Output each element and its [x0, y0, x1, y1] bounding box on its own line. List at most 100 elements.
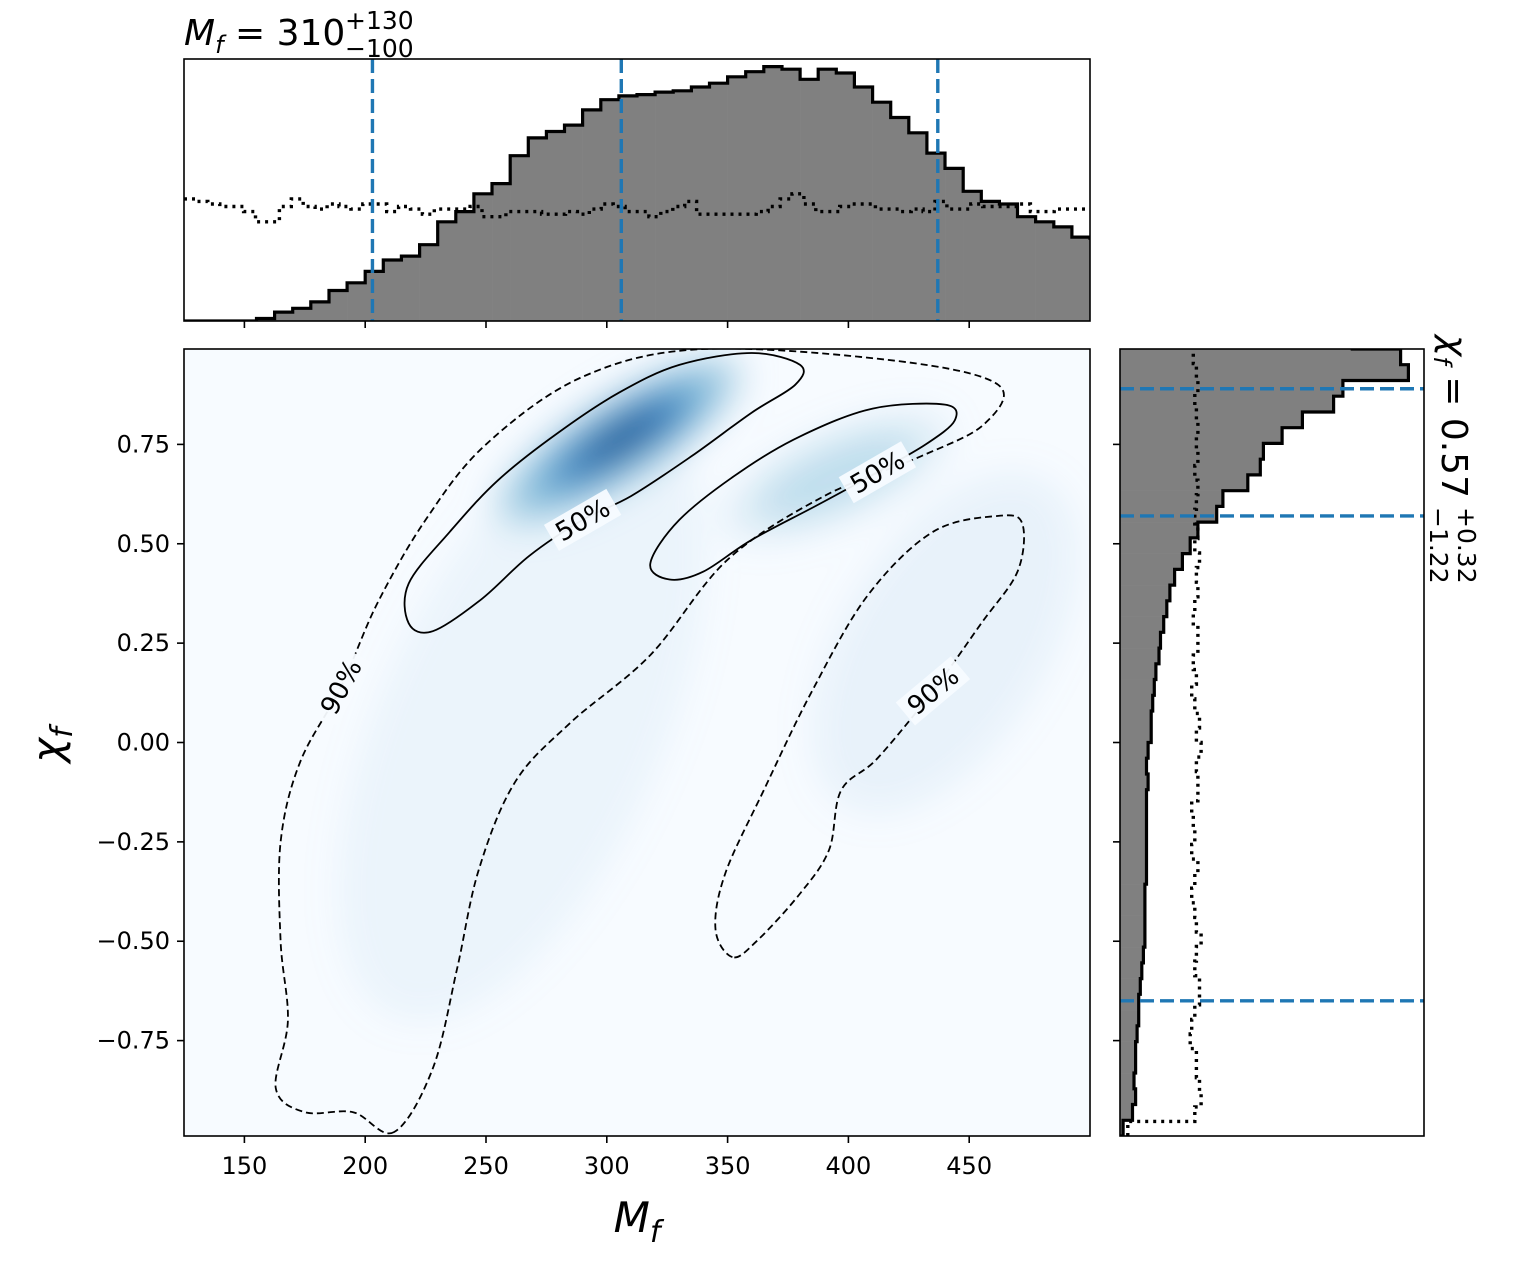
joint-y-ticks: −0.75 −0.50 −0.25 0.00 0.25 0.50 0.75: [96, 430, 184, 1055]
marginal-y-bar: [1120, 1104, 1133, 1121]
marginal-y-bar: [1120, 1025, 1138, 1042]
marginal-x-bar: [473, 193, 493, 321]
marginal-y-bar: [1120, 553, 1183, 570]
contour-label-background: [543, 488, 622, 551]
y-axis-label-base: χ: [23, 736, 72, 765]
marginal-y-bar: [1120, 585, 1170, 602]
y-axis-label-sub: f: [45, 723, 80, 738]
marginal-y-bar: [1120, 569, 1175, 586]
marginal-x-title-base: M: [184, 13, 215, 54]
marginal-x-bar: [981, 201, 1000, 321]
marginal-y-bar: [1120, 915, 1145, 932]
marginal-x-bar: [691, 86, 710, 321]
marginal-x-bar: [890, 117, 910, 321]
marginal-x-bar: [328, 290, 348, 321]
marginal-x-bar: [365, 271, 384, 321]
marginal-y-bar: [1120, 899, 1145, 916]
marginal-x-ticks: [243, 321, 971, 328]
marginal-y-bar: [1120, 726, 1152, 743]
joint-density: [339, 358, 1077, 1021]
x-tick-label: 400: [825, 1152, 871, 1180]
marginal-x-bar: [1162, 260, 1180, 321]
joint-panel: 150 200 250 300 350 400 450 −0.75 −0.50 −0.25 0.0…: [23, 348, 1091, 1250]
marginal-x-bar: [1144, 257, 1162, 321]
marginal-y-bar: [1120, 632, 1161, 649]
marginal-y-bar: [1120, 302, 1167, 318]
marginal-x-title-plus: +130: [345, 6, 414, 35]
marginal-x-bar: [1253, 285, 1271, 321]
marginal-y-bar: [1120, 805, 1147, 822]
marginal-x-bar: [1326, 307, 1344, 321]
marginal-y-bar: [1120, 773, 1149, 791]
marginal-x-bar: [963, 191, 982, 321]
marginal-x-bar: [818, 69, 837, 321]
marginal-y-bar: [1120, 648, 1159, 665]
marginal-x-bar: [1017, 216, 1036, 321]
marginal-y-bar: [1120, 490, 1223, 507]
contour-label-background: [838, 441, 917, 504]
marginal-y-bar: [1120, 443, 1264, 460]
marginal-y-bar: [1120, 286, 1171, 302]
y-tick-label: 0.50: [117, 530, 170, 558]
marginal-x-edge: [184, 65, 1090, 321]
marginal-y-bar: [1120, 836, 1147, 853]
marginal-y-histogram: [1120, 286, 1410, 1136]
marginal-y-title-base: χ: [1433, 333, 1474, 358]
marginal-x-bar: [1035, 221, 1055, 321]
marginal-y-bar: [1120, 695, 1153, 712]
marginal-y-bar: [1120, 349, 1401, 366]
marginal-x-bar: [1344, 310, 1362, 321]
marginal-y-bar: [1120, 679, 1155, 696]
marginal-y-bar: [1120, 600, 1167, 617]
svg-text:χf = 0.57: χf = 0.57: [1428, 333, 1474, 498]
y-tick-label: −0.25: [96, 828, 170, 856]
marginal-x-bar: [455, 211, 475, 321]
marginal-x-bar: [292, 308, 312, 321]
marginal-y-bar: [1120, 537, 1191, 554]
marginal-x-bar: [763, 66, 783, 321]
marginal-x-bar: [1289, 296, 1307, 321]
marginal-x-bar: [310, 301, 330, 321]
marginal-x-bar: [745, 71, 765, 321]
marginal-x-bar: [673, 90, 692, 321]
marginal-x-bar: [1271, 292, 1289, 321]
marginal-x-bar: [908, 132, 928, 321]
marginal-x-bar: [1181, 270, 1199, 321]
y-tick-label: −0.75: [96, 1027, 170, 1055]
marginal-x-bar: [564, 125, 583, 321]
x-axis-label-sub: f: [650, 1215, 665, 1250]
marginal-x-bar: [1126, 255, 1144, 321]
y-axis-label: χf: [23, 723, 80, 765]
marginal-x-quantiles: [370, 59, 940, 321]
marginal-x-bar: [347, 282, 366, 321]
marginal-y-bar: [1120, 522, 1198, 539]
marginal-y-bar: [1120, 364, 1409, 381]
marginal-y-bar: [1120, 474, 1248, 491]
x-tick-label: 150: [221, 1152, 267, 1180]
marginal-x-prior: [184, 192, 1090, 224]
marginal-y-title-plus: +0.32: [1452, 507, 1481, 584]
marginal-y-bar: [1120, 852, 1147, 869]
marginal-y-bar: [1120, 884, 1145, 901]
marginal-y-bar: [1120, 742, 1149, 759]
marginal-y-ticks: [1113, 443, 1120, 1042]
marginal-y-bar: [1120, 663, 1156, 680]
marginal-x-bar: [274, 312, 294, 321]
marginal-x-bar: [546, 131, 565, 321]
x-tick-label: 200: [342, 1152, 388, 1180]
x-tick-label: 250: [463, 1152, 509, 1180]
marginal-y-bar: [1120, 962, 1142, 979]
marginal-y-bar: [1120, 349, 1353, 350]
marginal-y-bar: [1120, 821, 1147, 838]
marginal-x-bar: [637, 94, 656, 321]
marginal-x-bar: [1217, 283, 1235, 321]
marginal-y-bar: [1120, 1010, 1139, 1027]
contour-label-background: [310, 648, 372, 726]
marginal-y-bar: [1120, 459, 1261, 476]
marginal-y-bar: [1120, 1073, 1135, 1090]
marginal-x-panel: Mf = 310 +130 −100: [183, 6, 1362, 328]
contour-90-2: [274, 349, 1005, 1135]
marginal-x-bar: [709, 83, 728, 321]
marginal-x-title-minus: −100: [345, 34, 414, 63]
